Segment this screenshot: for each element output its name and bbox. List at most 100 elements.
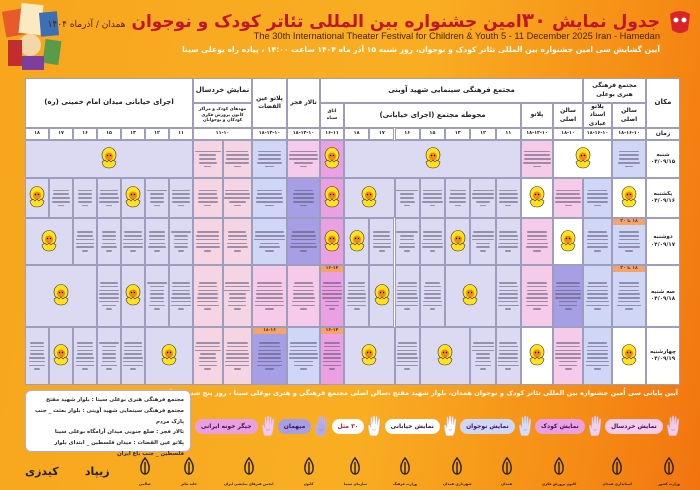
performance-cell-mascot[interactable]	[521, 178, 553, 218]
performance-cell[interactable]	[521, 140, 553, 178]
performance-cell[interactable]	[193, 327, 223, 385]
performance-cell[interactable]	[169, 218, 193, 265]
performance-cell[interactable]	[419, 218, 446, 265]
performance-cell[interactable]	[394, 265, 420, 327]
performance-cell[interactable]	[369, 218, 395, 265]
performance-cell[interactable]	[583, 327, 612, 385]
performance-cell[interactable]	[121, 327, 145, 385]
performance-cell[interactable]	[222, 218, 252, 265]
performance-cell-mascot[interactable]	[445, 265, 496, 327]
performance-cell[interactable]	[252, 140, 287, 178]
performance-cell[interactable]	[583, 218, 612, 265]
performance-cell[interactable]	[470, 218, 496, 265]
performance-cell[interactable]	[169, 178, 193, 218]
performance-cell[interactable]	[97, 265, 121, 327]
performance-cell[interactable]	[287, 140, 320, 178]
performance-cell-mascot[interactable]	[145, 327, 193, 385]
performance-cell[interactable]: ۱۸ تا ۲۰	[612, 265, 646, 327]
performance-cell-mascot[interactable]	[344, 178, 395, 218]
performance-cell[interactable]	[73, 178, 97, 218]
performance-cell[interactable]	[73, 218, 97, 265]
performance-cell[interactable]: ۱۸ تا ۲۰	[612, 218, 646, 265]
performance-cell[interactable]	[344, 265, 370, 327]
performance-cell[interactable]	[583, 265, 612, 327]
performance-cell[interactable]	[97, 218, 121, 265]
performance-cell[interactable]	[612, 140, 646, 178]
performance-cell[interactable]	[495, 265, 521, 327]
performance-cell[interactable]	[97, 178, 121, 218]
performance-cell[interactable]	[470, 178, 496, 218]
performance-cell-mascot[interactable]	[344, 327, 395, 385]
performance-cell[interactable]	[25, 327, 49, 385]
performance-cell[interactable]	[287, 218, 320, 265]
performance-cell[interactable]	[222, 140, 252, 178]
performance-cell[interactable]	[193, 178, 223, 218]
performance-cell[interactable]	[252, 265, 287, 327]
performance-cell[interactable]	[145, 178, 169, 218]
performance-cell[interactable]	[394, 327, 420, 385]
performance-cell[interactable]	[419, 265, 446, 327]
performance-cell[interactable]	[145, 218, 169, 265]
performance-cell-mascot[interactable]	[121, 178, 145, 218]
performance-cell[interactable]	[470, 327, 496, 385]
performance-cell[interactable]	[193, 140, 223, 178]
performance-cell[interactable]	[521, 218, 553, 265]
performance-cell[interactable]	[169, 265, 193, 327]
performance-cell[interactable]	[121, 218, 145, 265]
performance-cell[interactable]	[49, 178, 73, 218]
performance-cell[interactable]: ۱۶-۱۴	[320, 327, 344, 385]
performance-cell-mascot[interactable]	[320, 218, 344, 265]
performance-cell[interactable]	[73, 327, 97, 385]
performance-cell[interactable]	[445, 178, 471, 218]
sponsor-logo: همدان	[498, 456, 516, 486]
performance-cell-mascot[interactable]	[344, 218, 370, 265]
performance-cell[interactable]	[193, 218, 223, 265]
performance-cell[interactable]	[495, 178, 521, 218]
performance-cell[interactable]	[222, 178, 252, 218]
performance-cell[interactable]: ۱۶-۱۴	[320, 265, 344, 327]
performance-cell-mascot[interactable]	[553, 140, 612, 178]
performance-cell[interactable]	[193, 265, 223, 327]
performance-cell-mascot[interactable]	[344, 140, 521, 178]
performance-cell[interactable]	[145, 265, 169, 327]
performance-cell[interactable]	[287, 327, 320, 385]
performance-cell-mascot[interactable]	[320, 178, 344, 218]
performance-cell[interactable]	[583, 178, 612, 218]
performance-cell[interactable]	[495, 327, 521, 385]
performance-cell[interactable]	[252, 218, 287, 265]
performance-cell[interactable]: ۱۸-۱۶	[252, 327, 287, 385]
performance-cell-mascot[interactable]	[25, 265, 97, 327]
performance-cell-mascot[interactable]	[369, 265, 395, 327]
performance-cell[interactable]	[287, 178, 320, 218]
performance-info	[253, 281, 286, 311]
mascot-chick-icon	[323, 186, 341, 210]
performance-cell[interactable]	[97, 327, 121, 385]
performance-cell-mascot[interactable]	[121, 265, 145, 327]
performance-cell-mascot[interactable]	[320, 140, 344, 178]
performance-cell[interactable]	[394, 178, 420, 218]
performance-cell[interactable]	[222, 265, 252, 327]
performance-cell-mascot[interactable]	[25, 218, 73, 265]
performance-cell[interactable]	[495, 218, 521, 265]
performance-cell-mascot[interactable]	[521, 327, 553, 385]
performance-cell[interactable]	[419, 178, 446, 218]
performance-cell[interactable]	[553, 327, 583, 385]
performance-cell-mascot[interactable]	[25, 140, 193, 178]
performance-cell[interactable]	[394, 218, 420, 265]
performance-cell-mascot[interactable]	[612, 178, 646, 218]
performance-info	[253, 231, 286, 252]
performance-cell[interactable]	[222, 327, 252, 385]
performance-cell-mascot[interactable]	[419, 327, 471, 385]
performance-cell[interactable]	[521, 265, 553, 327]
performance-cell-mascot[interactable]	[612, 327, 646, 385]
performance-cell-mascot[interactable]	[25, 178, 49, 218]
performance-cell[interactable]	[287, 265, 320, 327]
performance-cell-mascot[interactable]	[445, 218, 471, 265]
performance-cell[interactable]	[252, 178, 287, 218]
performance-cell[interactable]	[553, 178, 583, 218]
performance-cell[interactable]	[553, 265, 583, 327]
place-label: مکان	[654, 98, 672, 107]
performance-cell-mascot[interactable]	[553, 218, 583, 265]
performance-cell-mascot[interactable]	[49, 327, 73, 385]
time-slot: ۱۸-۱۶-۱۰	[583, 128, 612, 140]
